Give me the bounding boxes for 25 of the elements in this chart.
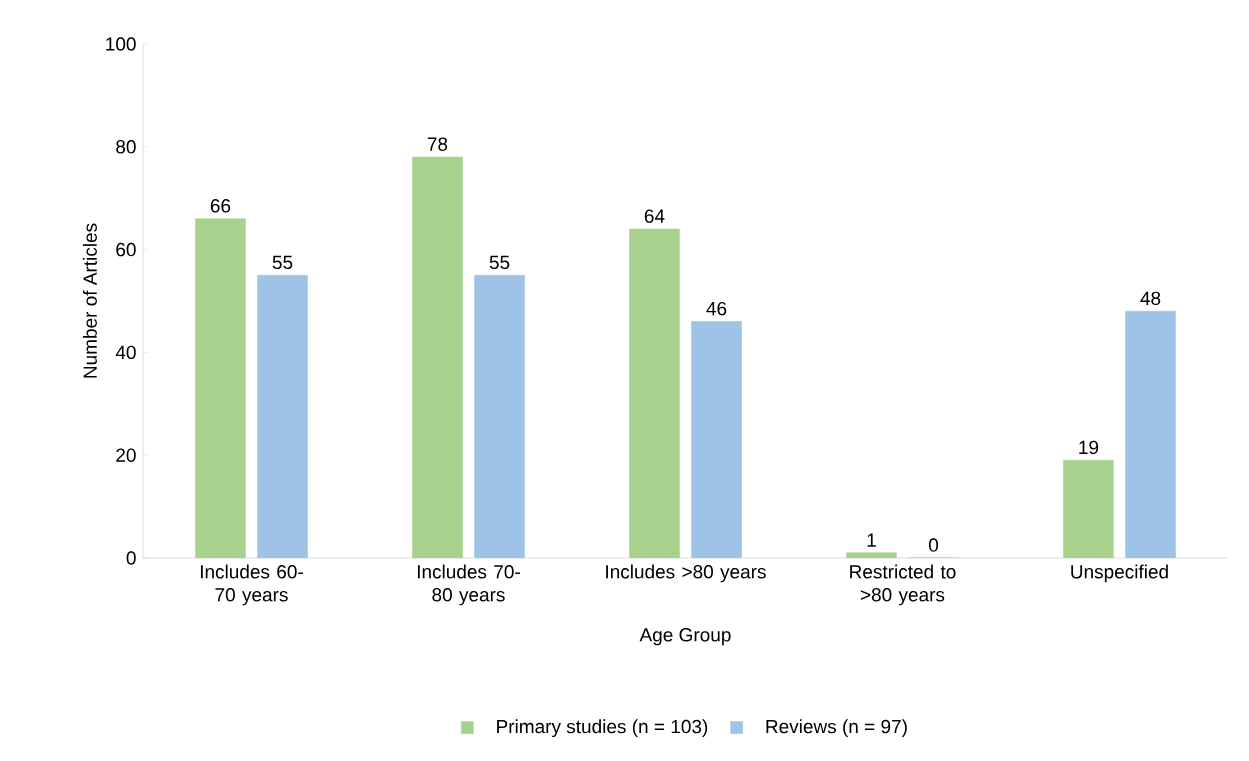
data-label: 55 — [272, 255, 293, 270]
y-tick-label: 0 — [126, 551, 136, 565]
data-label: 46 — [706, 301, 727, 316]
x-tick-label: Restricted to >80 years — [850, 564, 956, 606]
x-tick-label: Includes 70-80 years — [417, 564, 520, 606]
data-label: 66 — [210, 199, 231, 213]
data-label: 64 — [644, 209, 665, 223]
data-label: 19 — [1079, 440, 1099, 455]
y-tick-label: 40 — [115, 345, 136, 360]
data-label: 48 — [1140, 291, 1161, 306]
x-tick-label: Unspecified — [1071, 564, 1168, 583]
legend-label: Primary studies (n = 103) — [497, 719, 708, 738]
x-axis-title: Age Group — [639, 628, 731, 646]
y-tick-label: 20 — [116, 448, 136, 462]
x-tick-label: Includes 60-70 years — [200, 564, 303, 606]
data-label: 0 — [928, 538, 939, 552]
x-tick-label: Includes >80 years — [606, 564, 766, 583]
y-tick-label: 60 — [116, 242, 136, 257]
y-tick-label: 100 — [106, 37, 136, 51]
data-label: 55 — [489, 255, 510, 270]
y-tick-label: 80 — [116, 140, 136, 154]
data-label: 78 — [427, 137, 448, 151]
legend-label: Reviews (n = 97) — [766, 719, 907, 738]
y-axis-title: Number of Articles — [82, 223, 97, 378]
data-label: 1 — [867, 533, 876, 547]
